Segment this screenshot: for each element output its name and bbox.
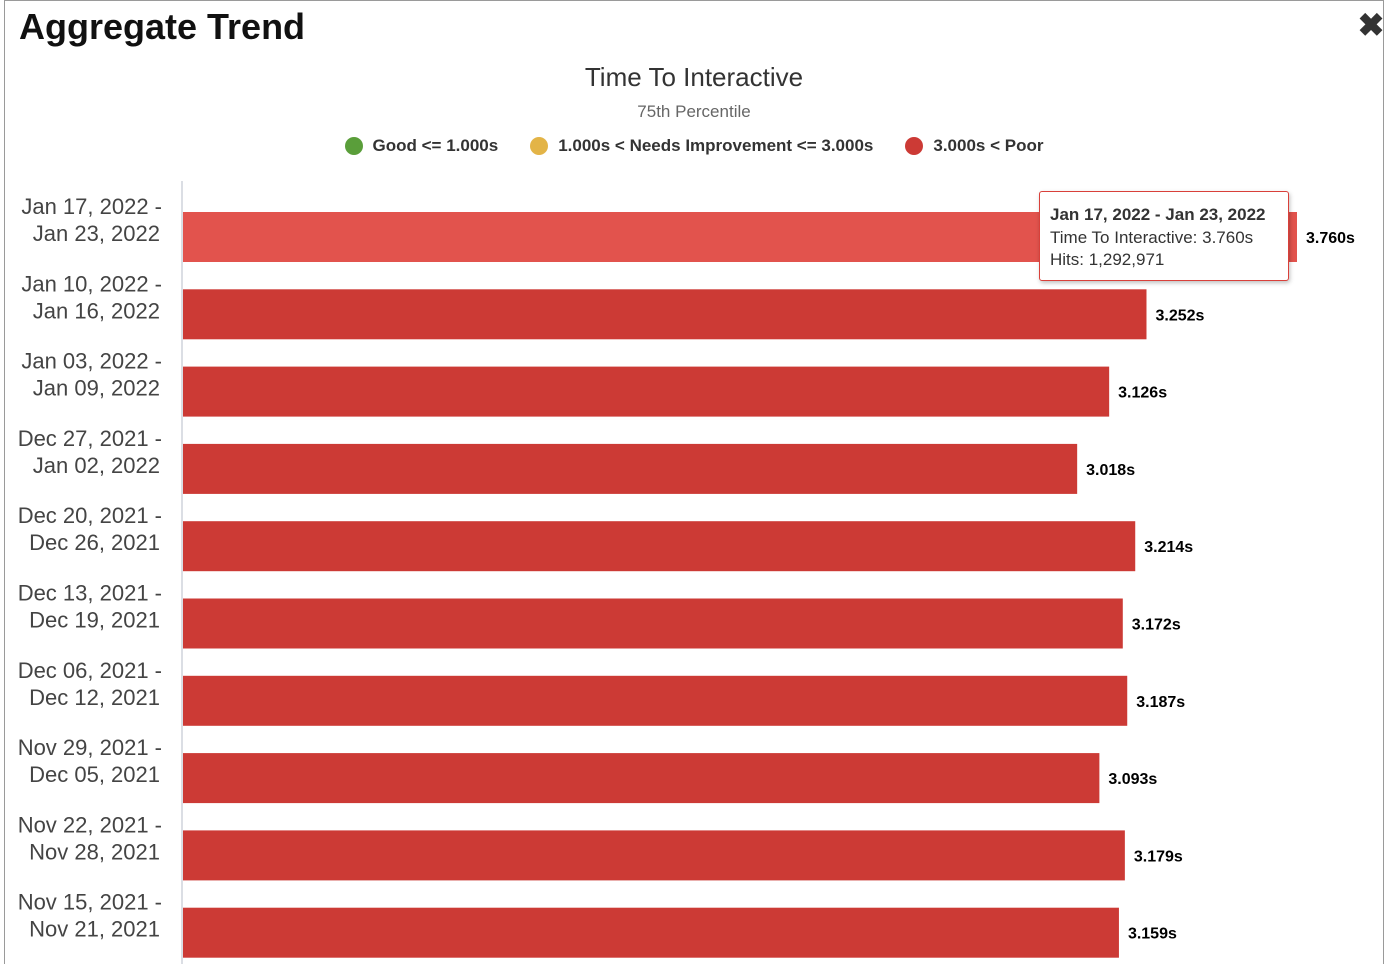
legend-item-poor[interactable]: 3.000s < Poor [905, 136, 1043, 156]
bar-value-label: 3.093s [1108, 771, 1157, 788]
category-tick-line: Nov 29, 2021 - [18, 735, 162, 760]
category-tick-line: Jan 17, 2022 - [21, 194, 162, 219]
legend-dot-poor [905, 137, 924, 155]
bar-value-label: 3.187s [1136, 694, 1185, 711]
category-tick-line: Dec 27, 2021 - [18, 426, 162, 451]
category-tick-line: Nov 28, 2021 [29, 839, 160, 864]
category-tick-label: Jan 17, 2022 -Jan 23, 2022 [21, 194, 162, 246]
category-tick-line: Nov 21, 2021 [29, 917, 160, 942]
category-tick-line: Jan 23, 2022 [33, 221, 160, 246]
chart-subtitle: 75th Percentile [637, 102, 751, 121]
category-tick-label: Jan 10, 2022 -Jan 16, 2022 [21, 271, 162, 323]
bar[interactable] [183, 366, 1110, 417]
bar-value-label: 3.159s [1128, 926, 1177, 943]
category-tick-line: Dec 13, 2021 - [18, 581, 162, 606]
legend-label-good: Good <= 1.000s [372, 136, 499, 155]
legend-dot-needs-improvement [530, 137, 549, 155]
page-title: Aggregate Trend [19, 6, 306, 47]
category-tick-line: Jan 02, 2022 [33, 453, 160, 478]
bar-value-label: 3.018s [1086, 462, 1135, 479]
bar[interactable] [183, 521, 1136, 572]
bar-value-label: 3.172s [1132, 617, 1181, 634]
category-tick-line: Jan 10, 2022 - [21, 271, 162, 296]
tooltip-hits: Hits: 1,292,971 [1050, 250, 1165, 269]
category-tick-line: Jan 09, 2022 [33, 376, 160, 401]
chart-tooltip: Jan 17, 2022 - Jan 23, 2022 Time To Inte… [1039, 191, 1289, 281]
category-tick-line: Nov 22, 2021 - [18, 812, 162, 837]
close-button[interactable]: ✖ [1356, 7, 1386, 43]
category-tick-label: Nov 15, 2021 -Nov 21, 2021 [18, 890, 162, 942]
category-tick-line: Dec 20, 2021 - [18, 503, 162, 528]
category-tick-line: Dec 06, 2021 - [18, 658, 162, 683]
chart-title: Time To Interactive [584, 62, 804, 92]
category-tick-line: Nov 15, 2021 - [18, 890, 162, 915]
category-tick-label: Nov 22, 2021 -Nov 28, 2021 [18, 812, 162, 864]
bar-value-label: 3.214s [1144, 539, 1193, 556]
legend-dot-good [344, 137, 363, 155]
category-tick-line: Dec 12, 2021 [29, 685, 160, 710]
close-icon[interactable]: ✖ [1357, 7, 1385, 43]
category-tick-label: Dec 20, 2021 -Dec 26, 2021 [18, 503, 162, 555]
legend-item-good[interactable]: Good <= 1.000s [344, 136, 499, 156]
chart-dialog [4, 0, 1384, 964]
bar-value-label: 3.126s [1118, 385, 1167, 402]
bar[interactable] [183, 830, 1125, 881]
category-tick-label: Dec 27, 2021 -Jan 02, 2022 [18, 426, 162, 478]
bar[interactable] [183, 598, 1123, 649]
chart-legend: Good <= 1.000s 1.000s < Needs Improvemen… [0, 136, 1388, 156]
category-tick-line: Dec 05, 2021 [29, 762, 160, 787]
category-tick-label: Jan 03, 2022 -Jan 09, 2022 [21, 349, 162, 401]
tooltip-value: Time To Interactive: 3.760s [1050, 227, 1254, 247]
bar[interactable] [183, 675, 1128, 726]
bar[interactable] [183, 907, 1119, 958]
legend-item-needs-improvement[interactable]: 1.000s < Needs Improvement <= 3.000s [530, 136, 873, 156]
category-tick-label: Nov 29, 2021 -Dec 05, 2021 [18, 735, 162, 787]
tooltip-title: Jan 17, 2022 - Jan 23, 2022 [1050, 205, 1266, 224]
category-tick-label: Dec 13, 2021 -Dec 19, 2021 [18, 581, 162, 633]
category-tick-line: Jan 16, 2022 [33, 298, 160, 323]
bar[interactable] [183, 289, 1147, 340]
category-tick-line: Dec 19, 2021 [29, 608, 160, 633]
bar[interactable] [183, 753, 1100, 804]
legend-label-needs-improvement: 1.000s < Needs Improvement <= 3.000s [558, 136, 874, 155]
bar-value-label: 3.252s [1155, 307, 1204, 324]
bar[interactable] [183, 443, 1078, 494]
legend-label-poor: 3.000s < Poor [933, 136, 1044, 155]
bar-value-label: 3.760s [1306, 230, 1355, 247]
bar-value-label: 3.179s [1134, 848, 1183, 865]
category-tick-line: Dec 26, 2021 [29, 530, 160, 555]
category-tick-line: Jan 03, 2022 - [21, 349, 162, 374]
category-tick-label: Dec 06, 2021 -Dec 12, 2021 [18, 658, 162, 710]
